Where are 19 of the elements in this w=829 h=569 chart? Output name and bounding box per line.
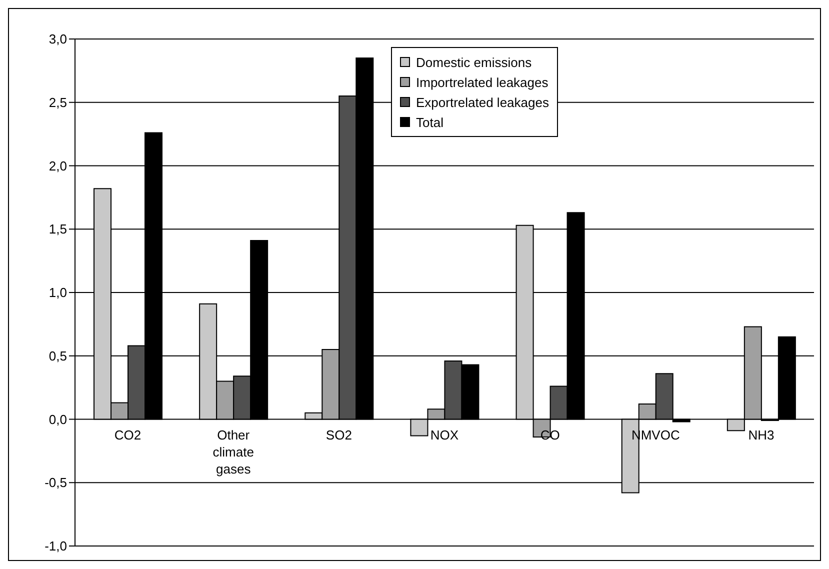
legend-label: Importrelated leakages	[416, 74, 548, 90]
y-tick-label: -0,5	[44, 475, 67, 490]
x-tick-label: SO2	[326, 427, 352, 442]
y-tick-label: 1,5	[48, 222, 67, 237]
y-tick-label: 2,5	[48, 94, 67, 110]
y-tick-label: 0,5	[48, 348, 67, 364]
x-tick-label: Other climate gases	[212, 427, 254, 476]
y-tick-label: 0,0	[48, 412, 67, 427]
y-tick-label: 2,0	[48, 158, 67, 174]
x-tick-label: CO	[540, 427, 560, 442]
y-tick-label: -1,0	[44, 538, 67, 554]
x-tick-label: CO2	[114, 427, 142, 442]
x-tick-label: NH3	[748, 427, 774, 442]
legend-label: Domestic emissions	[416, 54, 532, 70]
legend-label: Exportrelated leakages	[416, 94, 549, 110]
legend-label: Total	[416, 114, 444, 130]
y-tick-label: 3,0	[48, 32, 67, 47]
y-tick-label: 1,0	[48, 285, 67, 300]
x-tick-label: NOX	[430, 427, 459, 442]
